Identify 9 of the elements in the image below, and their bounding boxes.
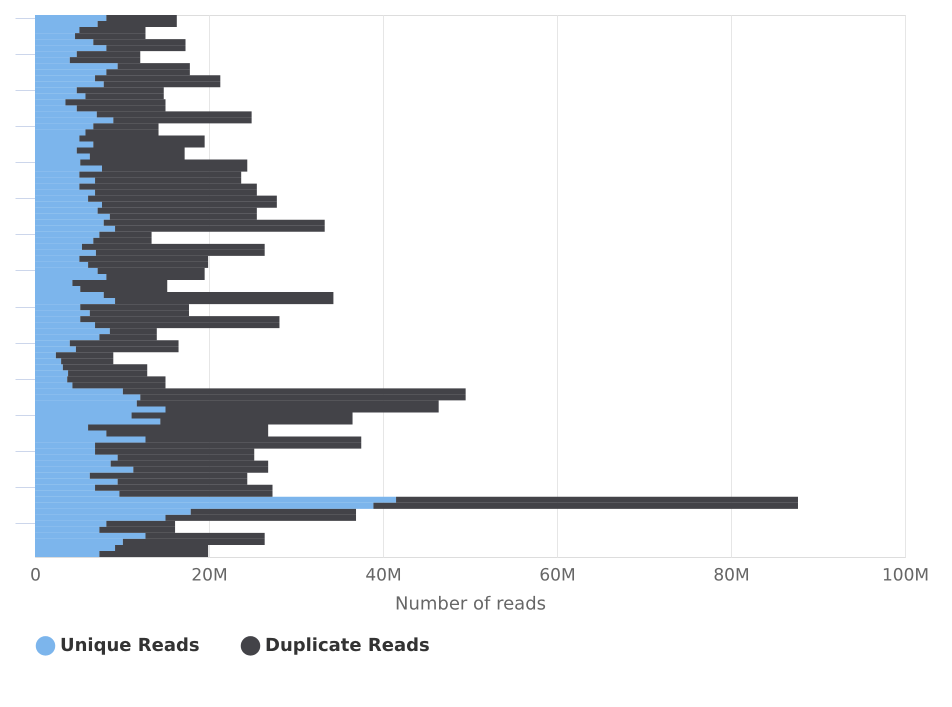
x-axis-title: Number of reads <box>394 594 546 614</box>
legend-label: Unique Reads <box>60 634 200 656</box>
x-tick-label: 100M <box>882 566 930 586</box>
x-tick-label: 40M <box>365 566 402 586</box>
legend-label: Duplicate Reads <box>265 634 430 656</box>
x-tick-label: 80M <box>713 566 750 586</box>
x-tick-label: 0 <box>30 566 41 586</box>
x-tick-label: 60M <box>539 566 576 586</box>
x-tick-label: 20M <box>191 566 228 586</box>
